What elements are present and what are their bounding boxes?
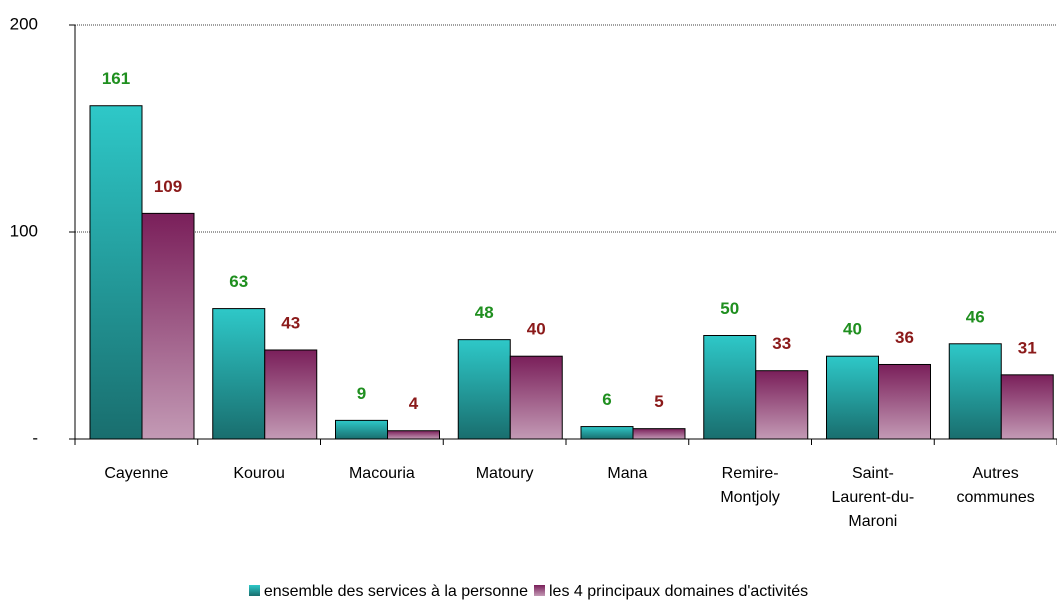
bar	[212, 308, 266, 440]
bar	[632, 428, 686, 440]
bar	[878, 363, 931, 440]
bar	[264, 349, 318, 440]
bar	[335, 419, 388, 440]
value-label: 161	[102, 69, 130, 88]
x-tick-label: Saint-Laurent-du-Maroni	[831, 465, 915, 530]
bar	[580, 426, 634, 440]
value-label: 63	[229, 272, 248, 291]
bar	[457, 339, 511, 440]
x-tick-label: Cayenne	[104, 465, 169, 482]
value-label: 33	[772, 334, 791, 353]
legend-label: ensemble des services à la personne	[263, 583, 528, 600]
y-tick-label: 100	[10, 221, 38, 240]
bar	[141, 212, 195, 440]
bar	[509, 355, 563, 440]
value-label: 6	[602, 390, 611, 409]
value-label: 5	[654, 392, 663, 411]
legend: ensemble des services à la personne les 4…	[0, 583, 1057, 601]
value-label: 50	[720, 299, 739, 318]
bar	[703, 335, 757, 440]
bar	[387, 430, 440, 440]
x-tick-label: Autres communes	[956, 465, 1035, 506]
bar	[948, 343, 1002, 440]
x-tick-label: Matoury	[475, 465, 534, 482]
value-label: 31	[1018, 338, 1037, 357]
bar	[755, 370, 809, 440]
value-label: 4	[409, 394, 419, 413]
y-tick-label: -	[32, 428, 38, 447]
value-label: 48	[475, 303, 494, 322]
legend-swatch	[533, 585, 545, 596]
value-label: 46	[966, 307, 985, 326]
value-label: 43	[281, 313, 300, 332]
y-tick-label: 200	[10, 14, 38, 33]
value-label: 9	[357, 384, 366, 403]
bar	[826, 355, 879, 440]
x-tick-label: Macouria	[348, 465, 415, 482]
bar	[1000, 374, 1054, 440]
legend-label: les 4 principaux domaines d'activités	[548, 583, 809, 600]
value-label: 109	[154, 177, 182, 196]
value-label: 40	[843, 320, 862, 339]
x-tick-label: Remire-Montjoly	[720, 465, 780, 506]
value-label: 36	[895, 328, 914, 347]
value-label: 40	[527, 320, 546, 339]
legend-swatch	[248, 585, 260, 596]
x-tick-label: Mana	[607, 465, 648, 482]
x-tick-label: Kourou	[233, 465, 285, 482]
bar	[89, 105, 143, 440]
